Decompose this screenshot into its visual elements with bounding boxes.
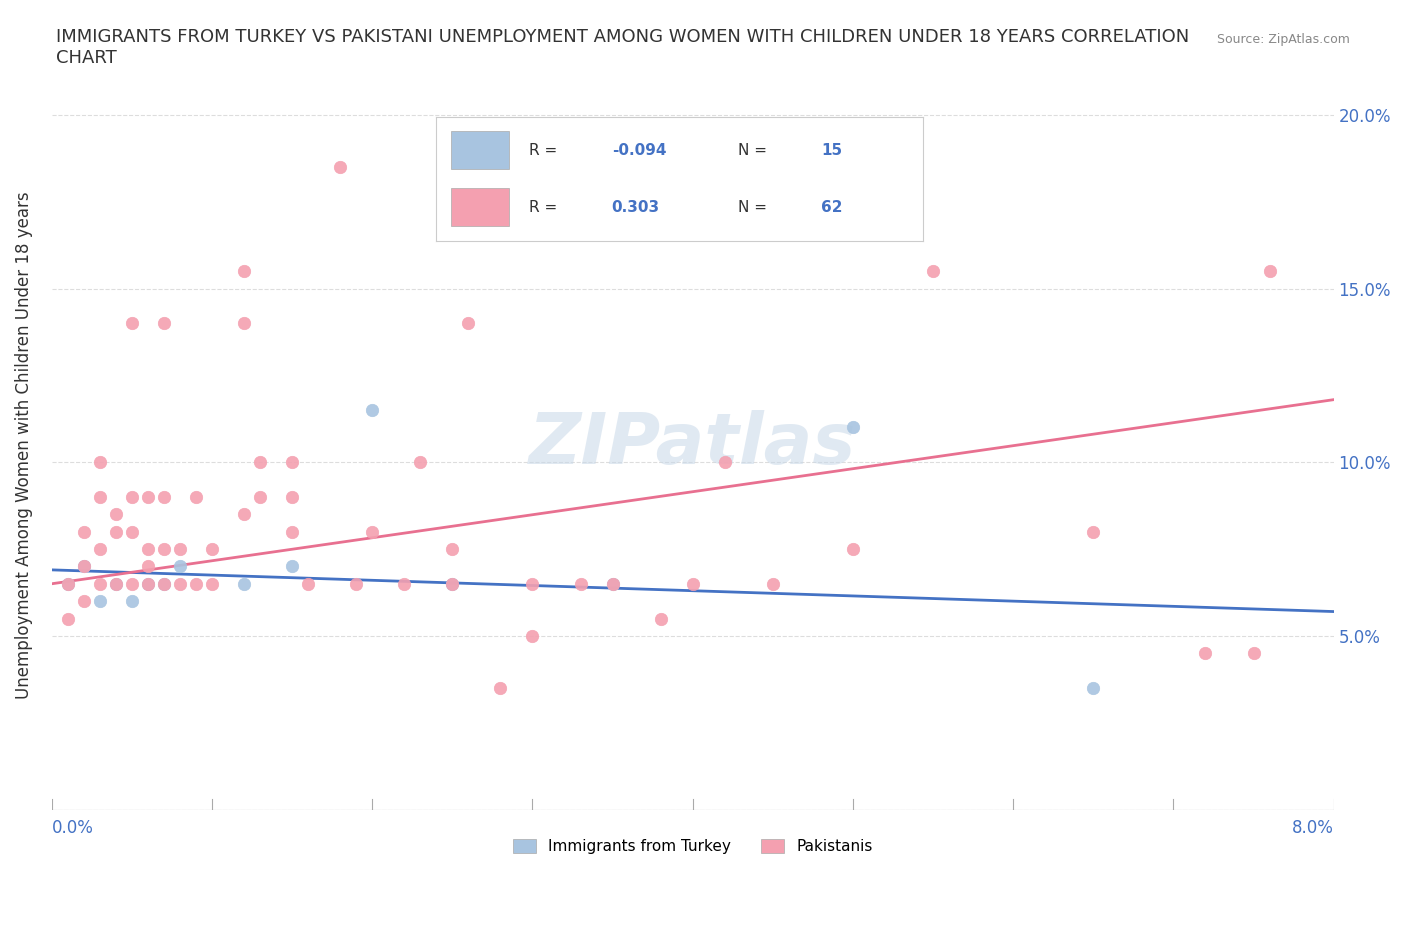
Point [281,559,304,574]
Point [153,577,176,591]
Text: ZIPatlas: ZIPatlas [529,410,856,479]
Point [153,541,176,556]
Point [201,541,224,556]
Point [73,559,96,574]
Point [136,489,159,504]
Legend: Immigrants from Turkey, Pakistanis: Immigrants from Turkey, Pakistanis [506,833,879,860]
Point [136,559,159,574]
Point [136,577,159,591]
Point [89,489,111,504]
Point [153,489,176,504]
Point [1083,681,1105,696]
Point [602,577,624,591]
Point [169,577,191,591]
Point [233,264,256,279]
Point [394,577,416,591]
Point [842,541,865,556]
Point [602,577,624,591]
Point [281,525,304,539]
Point [441,577,464,591]
Text: Source: ZipAtlas.com: Source: ZipAtlas.com [1216,33,1350,46]
Point [121,577,143,591]
Point [361,403,384,418]
Point [1194,645,1216,660]
Point [136,541,159,556]
Point [922,264,945,279]
Point [136,577,159,591]
Point [153,316,176,331]
Point [233,316,256,331]
Text: IMMIGRANTS FROM TURKEY VS PAKISTANI UNEMPLOYMENT AMONG WOMEN WITH CHILDREN UNDER: IMMIGRANTS FROM TURKEY VS PAKISTANI UNEM… [56,28,1189,67]
Point [73,525,96,539]
Point [249,489,271,504]
Point [56,577,79,591]
Point [249,455,271,470]
Point [104,577,127,591]
Point [169,559,191,574]
Point [121,316,143,331]
Point [104,525,127,539]
Point [104,577,127,591]
Point [89,455,111,470]
Point [281,455,304,470]
Point [762,577,785,591]
Text: 0.0%: 0.0% [52,819,94,837]
Point [441,577,464,591]
Point [1243,645,1265,660]
Point [713,455,735,470]
Point [441,541,464,556]
Point [457,316,479,331]
Point [329,160,352,175]
Point [89,593,111,608]
Point [56,577,79,591]
Point [73,593,96,608]
Point [569,577,592,591]
Point [184,577,207,591]
Point [121,489,143,504]
Point [409,455,432,470]
Point [842,420,865,435]
Point [522,629,544,644]
Text: 8.0%: 8.0% [1292,819,1334,837]
Point [56,611,79,626]
Point [281,489,304,504]
Point [650,611,672,626]
Point [153,577,176,591]
Y-axis label: Unemployment Among Women with Children Under 18 years: Unemployment Among Women with Children U… [15,191,32,698]
Point [489,681,512,696]
Point [233,577,256,591]
Point [1258,264,1281,279]
Point [73,559,96,574]
Point [169,541,191,556]
Point [682,577,704,591]
Point [233,507,256,522]
Point [1083,525,1105,539]
Point [121,593,143,608]
Point [522,577,544,591]
Point [361,525,384,539]
Point [121,525,143,539]
Point [297,577,319,591]
Point [89,541,111,556]
Point [184,489,207,504]
Point [104,507,127,522]
Point [89,577,111,591]
Point [344,577,367,591]
Point [201,577,224,591]
